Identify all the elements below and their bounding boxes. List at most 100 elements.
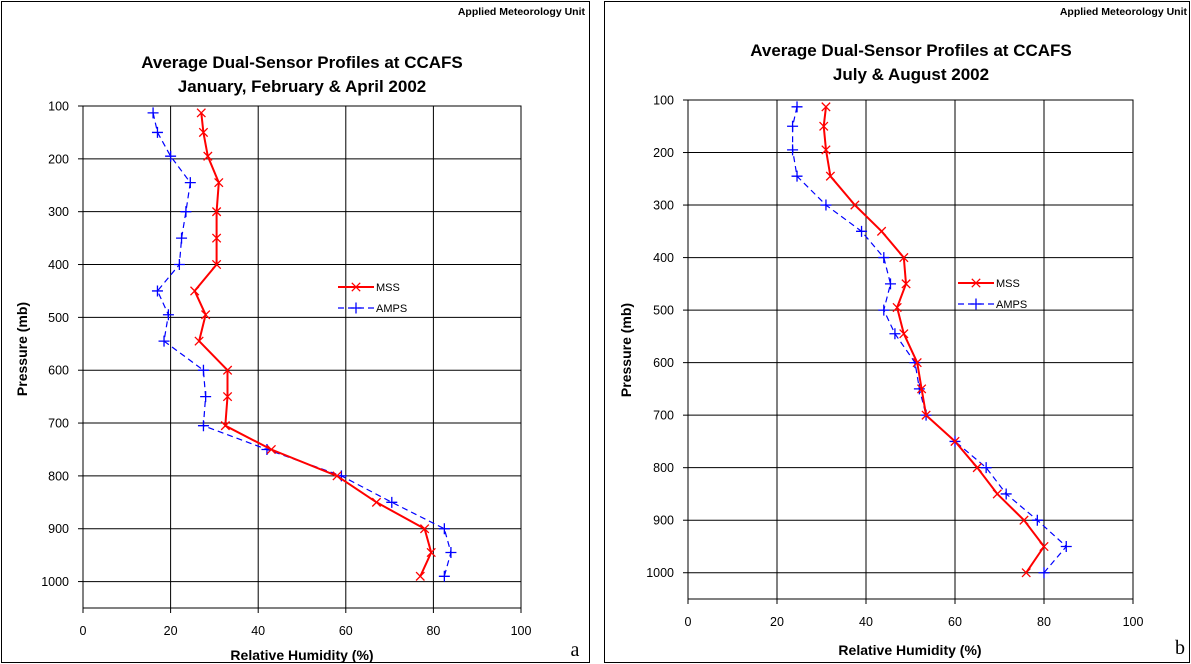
- data-point-amps: [180, 206, 192, 218]
- data-point-amps: [856, 225, 868, 237]
- x-tick-label: 80: [1037, 615, 1051, 629]
- data-point-amps: [1000, 488, 1012, 500]
- legend-label-mss: MSS: [376, 282, 400, 294]
- data-point-mss: [211, 233, 222, 243]
- panel-border: [604, 1, 1190, 663]
- data-point-mss: [222, 365, 233, 375]
- data-point-mss: [200, 310, 211, 320]
- y-tick-label: 900: [48, 522, 69, 536]
- data-point-amps: [197, 420, 209, 432]
- data-point-mss: [992, 489, 1002, 499]
- legend-label-amps: AMPS: [376, 303, 407, 315]
- data-point-mss: [876, 226, 887, 236]
- data-point-mss: [211, 259, 222, 270]
- data-point-mss: [1019, 515, 1029, 525]
- chart-subtitle: July & August 2002: [833, 65, 989, 84]
- data-point-amps: [151, 285, 163, 297]
- data-point-amps: [980, 462, 992, 474]
- y-tick-label: 400: [48, 258, 69, 272]
- panel-border: [1, 1, 590, 663]
- panel-letter: a: [571, 639, 580, 661]
- data-point-mss: [972, 463, 982, 473]
- x-tick-label: 100: [1123, 615, 1144, 629]
- plot-frame: [82, 105, 522, 609]
- y-tick-label: 600: [653, 356, 674, 370]
- y-axis-label: Pressure (mb): [618, 303, 634, 397]
- data-point-amps: [445, 547, 457, 559]
- data-point-mss: [214, 177, 224, 188]
- x-tick-label: 40: [859, 615, 873, 629]
- data-point-mss: [850, 200, 860, 210]
- x-axis-label: Relative Humidity (%): [230, 647, 373, 663]
- data-point-amps: [791, 170, 803, 182]
- data-point-mss: [899, 329, 909, 339]
- data-point-amps: [878, 252, 890, 264]
- data-point-amps: [791, 101, 803, 113]
- x-tick-label: 100: [511, 624, 532, 638]
- data-point-amps: [878, 304, 890, 316]
- y-tick-label: 900: [653, 514, 674, 528]
- data-point-mss: [266, 444, 276, 455]
- data-point-mss: [190, 286, 200, 296]
- data-point-mss: [222, 391, 233, 402]
- y-tick-label: 400: [653, 251, 674, 265]
- x-tick-label: 0: [685, 615, 692, 629]
- y-tick-label: 200: [653, 146, 674, 160]
- legend-label-mss: MSS: [996, 278, 1020, 290]
- data-point-amps: [165, 150, 177, 162]
- data-point-amps: [151, 126, 163, 138]
- data-point-amps: [1060, 540, 1072, 552]
- data-point-mss: [821, 102, 831, 112]
- data-point-amps: [176, 232, 188, 244]
- y-tick-label: 100: [48, 100, 69, 114]
- data-point-amps: [162, 309, 174, 321]
- legend-marker-amps: [970, 298, 982, 310]
- chart-title: Average Dual-Sensor Profiles at CCAFS: [750, 41, 1072, 60]
- y-tick-label: 800: [48, 469, 69, 483]
- data-point-mss: [821, 145, 831, 155]
- data-point-mss: [415, 571, 425, 581]
- plot-area: 100 200 300 400 500 600 700 800 900 1000 0 20 40 60 80…: [41, 100, 531, 639]
- data-point-amps: [884, 278, 896, 290]
- data-point-amps: [200, 391, 212, 403]
- chart-panel-b: Applied Meteorology Unit Average Dual-Se…: [604, 1, 1190, 663]
- chart-title: Average Dual-Sensor Profiles at CCAFS: [141, 53, 463, 72]
- data-point-mss: [198, 127, 209, 138]
- legend-marker-amps: [350, 302, 362, 314]
- y-tick-label: 500: [48, 311, 69, 325]
- data-point-amps: [913, 383, 925, 395]
- legend-label-amps: AMPS: [996, 299, 1027, 311]
- data-point-mss: [332, 471, 342, 481]
- data-point-mss: [194, 336, 204, 346]
- x-axis-label: Relative Humidity (%): [838, 642, 981, 658]
- data-point-mss: [220, 421, 231, 431]
- data-point-mss: [1021, 568, 1031, 578]
- unit-label: Applied Meteorology Unit: [458, 6, 586, 18]
- data-point-mss: [371, 497, 382, 507]
- data-point-amps: [787, 120, 799, 132]
- x-tick-label: 20: [770, 615, 784, 629]
- chart-subtitle: January, February & April 2002: [178, 77, 427, 96]
- data-point-amps: [1031, 514, 1043, 526]
- data-point-mss: [825, 171, 836, 181]
- data-point-mss: [203, 151, 213, 161]
- y-tick-label: 300: [48, 205, 69, 219]
- data-point-amps: [1038, 567, 1050, 579]
- data-point-mss: [426, 547, 436, 558]
- data-point-mss: [916, 384, 927, 394]
- data-point-amps: [158, 335, 170, 347]
- data-point-mss: [899, 252, 909, 263]
- y-tick-label: 700: [653, 409, 674, 423]
- y-tick-label: 100: [653, 94, 674, 108]
- data-point-mss: [196, 108, 206, 118]
- data-point-amps: [438, 570, 450, 582]
- data-point-amps: [197, 364, 209, 376]
- y-tick-label: 800: [653, 461, 674, 475]
- data-point-amps: [184, 177, 196, 189]
- x-tick-label: 80: [426, 624, 440, 638]
- x-tick-label: 60: [339, 624, 353, 638]
- x-tick-label: 60: [948, 615, 962, 629]
- y-tick-label: 200: [48, 152, 69, 166]
- y-tick-label: 700: [48, 417, 69, 431]
